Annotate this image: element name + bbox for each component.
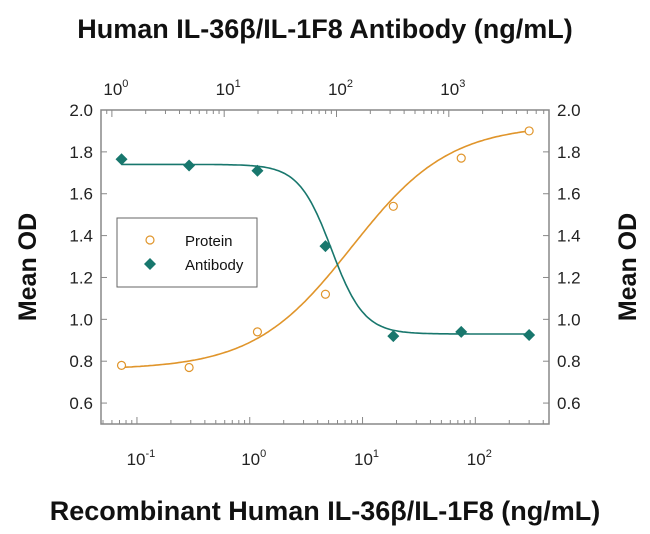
y-tick-label-left: 1.0 <box>69 310 93 329</box>
x-tick-label-top: 101 <box>216 78 241 99</box>
plot-frame <box>100 109 550 425</box>
x-tick-label-top: 102 <box>328 78 353 99</box>
tick-base: 10 <box>216 80 235 99</box>
y-tick-label-left: 2.0 <box>69 101 93 120</box>
y-tick-label-left: 0.6 <box>69 394 93 413</box>
tick-exponent: -1 <box>146 448 156 460</box>
data-point-antibody <box>523 329 536 342</box>
y-tick-label-right: 1.8 <box>557 143 581 162</box>
y-tick-label-left: 1.2 <box>69 268 93 287</box>
x-tick-label-bottom: 102 <box>467 448 492 469</box>
data-point-protein <box>116 360 127 370</box>
y-axis-title-right: Mean OD <box>614 213 642 321</box>
legend-protein-marker <box>145 235 155 245</box>
legend: Protein Antibody <box>116 217 258 288</box>
tick-base: 10 <box>354 450 373 469</box>
y-tick-label-right: 1.0 <box>557 310 581 329</box>
data-point-protein <box>184 362 194 373</box>
legend-antibody-label: Antibody <box>185 257 244 274</box>
data-point-antibody <box>319 240 332 253</box>
legend-box <box>116 217 258 288</box>
tick-base: 10 <box>241 450 260 469</box>
y-tick-label-left: 1.6 <box>69 185 93 204</box>
y-tick-label-right: 2.0 <box>557 101 581 120</box>
x-tick-label-bottom: 100 <box>241 448 266 469</box>
data-point-protein <box>252 327 263 337</box>
tick-base: 10 <box>440 80 459 99</box>
tick-exponent: 0 <box>122 78 128 90</box>
y-tick-label-left: 0.8 <box>69 352 93 371</box>
x-tick-label-bottom: 10-1 <box>127 448 156 469</box>
legend-antibody-marker <box>144 258 156 270</box>
data-point-protein <box>320 289 331 299</box>
tick-exponent: 0 <box>260 448 266 460</box>
data-point-antibody <box>115 153 128 166</box>
x-axis-title: Recombinant Human IL-36β/IL-1F8 (ng/mL) <box>50 496 601 526</box>
tick-exponent: 1 <box>235 78 241 90</box>
x-tick-label-top: 103 <box>440 78 465 99</box>
fit-curve-protein <box>121 130 530 369</box>
y-tick-label-right: 1.4 <box>557 227 581 246</box>
legend-protein-label: Protein <box>185 233 233 250</box>
y-tick-label-right: 0.6 <box>557 394 581 413</box>
tick-base: 10 <box>328 80 347 99</box>
data-point-antibody <box>455 325 468 338</box>
data-point-antibody <box>387 330 400 343</box>
y-tick-label-right: 1.6 <box>557 185 581 204</box>
data-point-protein <box>388 201 398 211</box>
tick-base: 10 <box>467 450 486 469</box>
y-tick-label-left: 1.8 <box>69 143 93 162</box>
data-point-protein <box>524 126 534 136</box>
data-point-antibody <box>251 164 264 177</box>
y-tick-label-right: 1.2 <box>557 268 581 287</box>
y-axis-title-left: Mean OD <box>14 213 42 321</box>
tick-exponent: 3 <box>459 78 465 90</box>
tick-base: 10 <box>127 450 146 469</box>
y-tick-label-left: 1.4 <box>69 227 93 246</box>
tick-base: 10 <box>103 80 122 99</box>
tick-exponent: 2 <box>486 448 492 460</box>
y-tick-label-right: 0.8 <box>557 352 581 371</box>
tick-exponent: 1 <box>373 448 379 460</box>
top-axis-title: Human IL-36β/IL-1F8 Antibody (ng/mL) <box>77 14 572 44</box>
x-tick-label-top: 100 <box>103 78 128 99</box>
data-point-protein <box>456 153 466 163</box>
x-tick-label-bottom: 101 <box>354 448 379 469</box>
tick-exponent: 2 <box>347 78 353 90</box>
data-point-antibody <box>183 159 196 172</box>
